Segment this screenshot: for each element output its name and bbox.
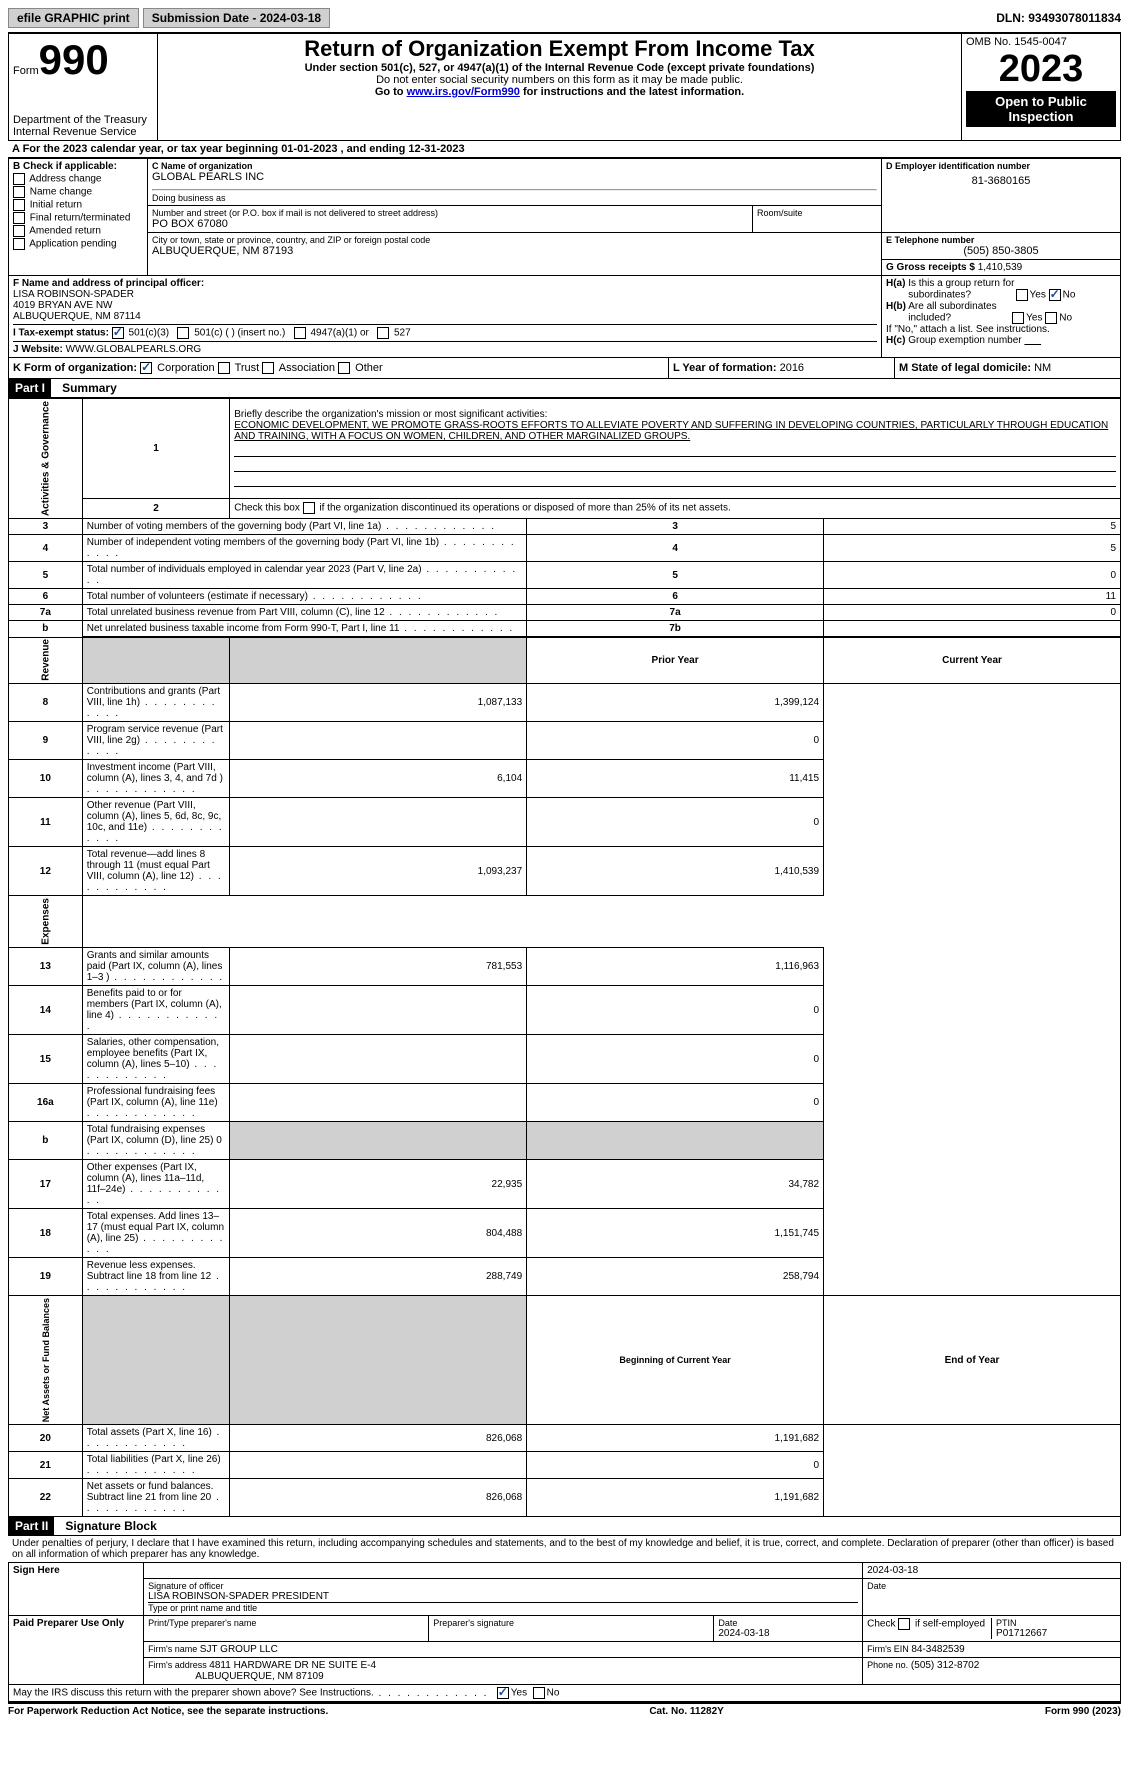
city-addr: ALBUQUERQUE, NM 87193 — [152, 245, 877, 257]
bal-label: Net Assets or Fund Balances — [9, 1296, 83, 1425]
cb-discuss-no[interactable] — [533, 1687, 545, 1699]
summary-row: 21Total liabilities (Part X, line 26)0 — [9, 1452, 1121, 1479]
summary-row: 3Number of voting members of the governi… — [9, 519, 1121, 535]
cb-hb-no[interactable] — [1045, 312, 1057, 324]
summary-row: 18Total expenses. Add lines 13–17 (must … — [9, 1209, 1121, 1258]
dept-label: Department of the Treasury Internal Reve… — [13, 114, 153, 138]
firm-name: SJT GROUP LLC — [200, 1644, 278, 1655]
cb-ha-yes[interactable] — [1016, 289, 1028, 301]
summary-row: 10Investment income (Part VIII, column (… — [9, 760, 1121, 798]
cb-501c3[interactable] — [112, 327, 124, 339]
firm-addr1: 4811 HARDWARE DR NE SUITE E-4 — [209, 1660, 376, 1671]
main-info-table: B Check if applicable: Address change Na… — [8, 158, 1121, 358]
cb-corp[interactable] — [140, 362, 152, 374]
cb-hb-yes[interactable] — [1012, 312, 1024, 324]
omb: OMB No. 1545-0047 — [966, 36, 1116, 48]
summary-row: 12Total revenue—add lines 8 through 11 (… — [9, 847, 1121, 896]
header-sub1: Under section 501(c), 527, or 4947(a)(1)… — [162, 62, 957, 74]
summary-row: 5Total number of individuals employed in… — [9, 562, 1121, 589]
cb-self-emp[interactable] — [898, 1618, 910, 1630]
ein: 81-3680165 — [886, 175, 1116, 187]
header-title: Return of Organization Exempt From Incom… — [162, 36, 957, 62]
summary-row: bTotal fundraising expenses (Part IX, co… — [9, 1122, 1121, 1160]
boxb-item: Application pending — [13, 238, 143, 250]
mission-text: ECONOMIC DEVELOPMENT, WE PROMOTE GRASS-R… — [234, 420, 1108, 442]
part2-tag: Part II — [9, 1517, 54, 1535]
cb-line2[interactable] — [303, 502, 315, 514]
header-table: Form990 Department of the Treasury Inter… — [8, 32, 1121, 141]
cb-501c[interactable] — [177, 327, 189, 339]
officer-sig-name: LISA ROBINSON-SPADER PRESIDENT — [148, 1591, 858, 1602]
website: WWW.GLOBALPEARLS.ORG — [66, 344, 202, 355]
irs-link[interactable]: www.irs.gov/Form990 — [407, 86, 520, 98]
part2-title: Signature Block — [57, 1519, 156, 1533]
cb-assoc[interactable] — [262, 362, 274, 374]
state-domicile: NM — [1034, 362, 1051, 374]
summary-row: 14Benefits paid to or for members (Part … — [9, 986, 1121, 1035]
rev-label: Revenue — [9, 637, 83, 684]
street-addr: PO BOX 67080 — [152, 218, 748, 230]
top-bar: efile GRAPHIC print Submission Date - 20… — [8, 8, 1121, 28]
declaration: Under penalties of perjury, I declare th… — [8, 1536, 1121, 1562]
summary-row: 17Other expenses (Part IX, column (A), l… — [9, 1160, 1121, 1209]
form-label: Form — [13, 65, 39, 77]
officer-name: LISA ROBINSON-SPADER — [13, 289, 877, 300]
officer-addr1: 4019 BRYAN AVE NW — [13, 300, 877, 311]
boxb-item: Amended return — [13, 225, 143, 237]
summary-row: 4Number of independent voting members of… — [9, 535, 1121, 562]
summary-table: Activities & Governance 1 Briefly descri… — [8, 398, 1121, 1517]
part1-title: Summary — [54, 381, 117, 395]
paid-preparer: Paid Preparer Use Only — [9, 1616, 144, 1685]
summary-row: 7aTotal unrelated business revenue from … — [9, 605, 1121, 621]
phone: (505) 850-3805 — [886, 245, 1116, 257]
submission-date: Submission Date - 2024-03-18 — [143, 8, 330, 28]
officer-addr2: ALBUQUERQUE, NM 87114 — [13, 311, 877, 322]
summary-row: 20Total assets (Part X, line 16)826,0681… — [9, 1425, 1121, 1452]
boxb-item: Address change — [13, 173, 143, 185]
summary-row: 19Revenue less expenses. Subtract line 1… — [9, 1258, 1121, 1296]
cb-527[interactable] — [377, 327, 389, 339]
summary-row: 15Salaries, other compensation, employee… — [9, 1035, 1121, 1084]
sign-here: Sign Here — [9, 1563, 144, 1616]
summary-row: 6Total number of volunteers (estimate if… — [9, 589, 1121, 605]
cb-4947[interactable] — [294, 327, 306, 339]
boxb-item: Initial return — [13, 199, 143, 211]
gov-label: Activities & Governance — [9, 399, 83, 519]
cb-discuss-yes[interactable] — [497, 1687, 509, 1699]
year-formation: 2016 — [780, 362, 804, 374]
footer: For Paperwork Reduction Act Notice, see … — [8, 1702, 1121, 1717]
exp-label: Expenses — [9, 896, 83, 948]
form-number: 990 — [39, 36, 109, 83]
part1-tag: Part I — [9, 379, 51, 397]
open-public: Open to Public Inspection — [966, 91, 1116, 127]
header-sub3: Go to www.irs.gov/Form990 for instructio… — [162, 86, 957, 98]
summary-row: 9Program service revenue (Part VIII, lin… — [9, 722, 1121, 760]
box-b: B Check if applicable: Address change Na… — [9, 159, 148, 276]
sig-table: Sign Here 2024-03-18 Signature of office… — [8, 1562, 1121, 1702]
dln: DLN: 93493078011834 — [996, 11, 1121, 25]
gross-receipts: 1,410,539 — [978, 262, 1023, 273]
firm-phone: (505) 312-8702 — [911, 1660, 979, 1671]
header-sub2: Do not enter social security numbers on … — [162, 74, 957, 86]
boxb-item: Final return/terminated — [13, 212, 143, 224]
cb-other[interactable] — [338, 362, 350, 374]
boxb-item: Name change — [13, 186, 143, 198]
summary-row: 8Contributions and grants (Part VIII, li… — [9, 684, 1121, 722]
summary-row: 11Other revenue (Part VIII, column (A), … — [9, 798, 1121, 847]
tax-year: 2023 — [999, 48, 1084, 90]
cb-ha-no[interactable] — [1049, 289, 1061, 301]
firm-ein: 84-3482539 — [911, 1644, 964, 1655]
summary-row: bNet unrelated business taxable income f… — [9, 621, 1121, 638]
firm-addr2: ALBUQUERQUE, NM 87109 — [195, 1671, 323, 1682]
summary-row: 16aProfessional fundraising fees (Part I… — [9, 1084, 1121, 1122]
summary-row: 13Grants and similar amounts paid (Part … — [9, 948, 1121, 986]
row-klm: K Form of organization: Corporation Trus… — [8, 358, 1121, 379]
ptin: P01712667 — [996, 1628, 1116, 1639]
org-name: GLOBAL PEARLS INC — [152, 171, 877, 183]
efile-btn[interactable]: efile GRAPHIC print — [8, 8, 139, 28]
cb-trust[interactable] — [218, 362, 230, 374]
summary-row: 22Net assets or fund balances. Subtract … — [9, 1479, 1121, 1517]
section-a: A For the 2023 calendar year, or tax yea… — [8, 141, 1121, 158]
